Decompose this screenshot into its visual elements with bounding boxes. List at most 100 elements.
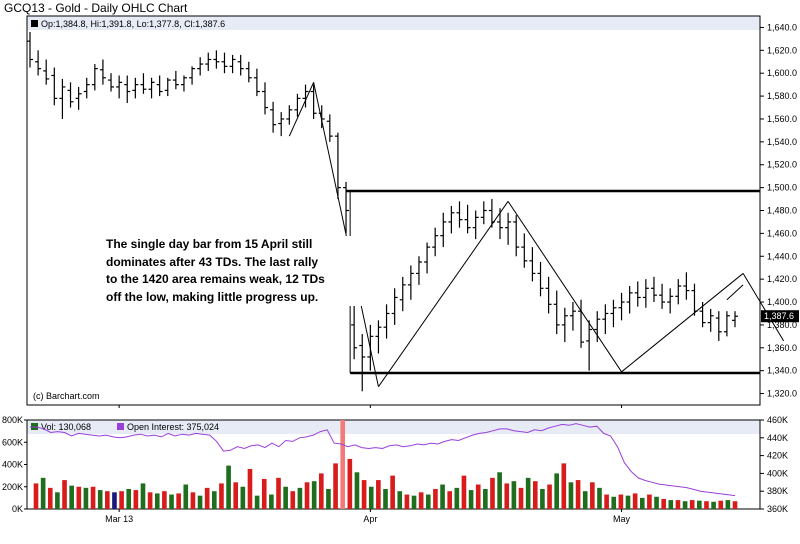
oi-y-tick-label: 460K: [767, 415, 788, 425]
volume-bar: [490, 477, 495, 509]
volume-bar: [162, 491, 167, 509]
volume-bar: [725, 500, 731, 509]
volume-bar: [504, 483, 510, 509]
price-y-tick-label: 1,480.0: [767, 206, 797, 216]
volume-bar: [454, 487, 460, 509]
price-y-tick-label: 1,580.0: [767, 91, 797, 101]
oi-y-tick-label: 440K: [767, 433, 788, 443]
price-y-tick-label: 1,360.0: [767, 343, 797, 353]
volume-bar: [675, 500, 681, 509]
volume-bar: [354, 472, 360, 509]
volume-bar: [397, 491, 403, 509]
volume-bar: [226, 465, 231, 509]
volume-bar: [183, 484, 189, 509]
price-y-tick-label: 1,620.0: [767, 45, 797, 55]
oi-legend-text: Open Interest: 375,024: [127, 422, 219, 432]
volume-bar: [668, 500, 674, 509]
volume-bar: [597, 487, 602, 509]
volume-bar: [276, 477, 281, 509]
volume-bar: [418, 492, 424, 509]
volume-bar: [311, 481, 317, 509]
volume-bar: [532, 481, 538, 509]
volume-bar: [233, 482, 239, 509]
volume-bar: [497, 472, 502, 509]
volume-bar: [290, 491, 296, 509]
volume-y-tick-label: 400K: [2, 460, 23, 470]
volume-bar: [240, 486, 246, 509]
volume-bar: [254, 495, 260, 509]
price-y-tick-label: 1,400.0: [767, 297, 797, 307]
trend-line: [378, 201, 509, 387]
volume-bar: [283, 486, 288, 509]
volume-bar: [632, 493, 638, 509]
x-tick-label: May: [613, 514, 631, 524]
volume-bar: [119, 491, 124, 509]
trend-line: [742, 273, 785, 342]
price-y-tick-label: 1,320.0: [767, 389, 797, 399]
oi-y-tick-label: 380K: [767, 486, 788, 496]
volume-bar: [197, 495, 203, 509]
volume-bar: [711, 501, 716, 509]
volume-bar: [318, 473, 324, 509]
volume-bar: [475, 484, 481, 509]
volume-bar: [704, 501, 709, 509]
volume-bar: [390, 475, 395, 509]
volume-bar: [440, 484, 445, 509]
trend-line: [621, 273, 744, 373]
annotation-line-1: The single day bar from 15 April still: [106, 237, 313, 251]
oi-y-tick-label: 360K: [767, 504, 788, 514]
annotation-line-2: dominates after 43 TDs. The last rally: [106, 254, 319, 269]
volume-bar: [575, 480, 581, 509]
volume-bar: [105, 491, 110, 509]
volume-bar: [147, 492, 153, 509]
price-panel-frame: [26, 15, 761, 406]
last-price-badge-text: 1,387.6: [764, 311, 794, 321]
volume-bar: [333, 463, 338, 509]
volume-bar: [568, 482, 574, 509]
price-legend-text: Op:1,384.8, Hi:1,391.8, Lo:1,377.8, Cl:1…: [41, 19, 225, 29]
price-legend-marker: [31, 20, 38, 27]
price-y-tick-label: 1,440.0: [767, 251, 797, 261]
volume-y-tick-label: 800K: [2, 415, 23, 425]
last-price-badge: [761, 310, 799, 323]
chart-title: GCQ13 - Gold - Daily OHLC Chart: [4, 1, 188, 15]
volume-y-tick-label: 0K: [12, 504, 23, 514]
watermark-text: (c) Barchart.com: [33, 391, 100, 401]
volume-bar: [112, 492, 117, 509]
trend-line: [726, 284, 744, 301]
open-interest-line: [30, 423, 736, 497]
oi-y-tick-label: 420K: [767, 451, 788, 461]
price-y-tick-label: 1,340.0: [767, 366, 797, 376]
trend-line: [507, 201, 622, 373]
volume-bar: [376, 480, 381, 509]
volume-bar: [368, 486, 374, 509]
volume-bar: [97, 490, 103, 509]
volume-bar: [140, 483, 146, 509]
volume-bar: [297, 487, 303, 509]
volume-bar: [411, 495, 417, 509]
volume-bar: [204, 487, 210, 509]
volume-bar: [176, 493, 181, 509]
volume-bar: [33, 483, 39, 509]
vol-legend-text: Vol: 130,068: [41, 422, 91, 432]
volume-bar: [212, 491, 217, 509]
annotation-box: The single day bar from 15 April still d…: [106, 236, 366, 306]
volume-bar: [447, 491, 453, 509]
volume-bar: [554, 473, 559, 509]
volume-bar: [433, 488, 438, 509]
volume-bar: [540, 488, 545, 509]
vol-legend-marker: [31, 423, 38, 430]
volume-bar: [511, 481, 517, 509]
oi-legend-marker: [117, 423, 124, 430]
volume-y-tick-label: 200K: [2, 482, 23, 492]
volume-bar: [361, 480, 367, 509]
volume-bar: [55, 492, 60, 509]
price-y-tick-label: 1,460.0: [767, 228, 797, 238]
volume-bar: [40, 477, 46, 509]
volume-bar: [604, 494, 609, 509]
price-y-tick-label: 1,500.0: [767, 183, 797, 193]
volume-bar: [525, 477, 531, 509]
volume-bar: [261, 478, 267, 509]
volume-bar: [483, 488, 488, 509]
